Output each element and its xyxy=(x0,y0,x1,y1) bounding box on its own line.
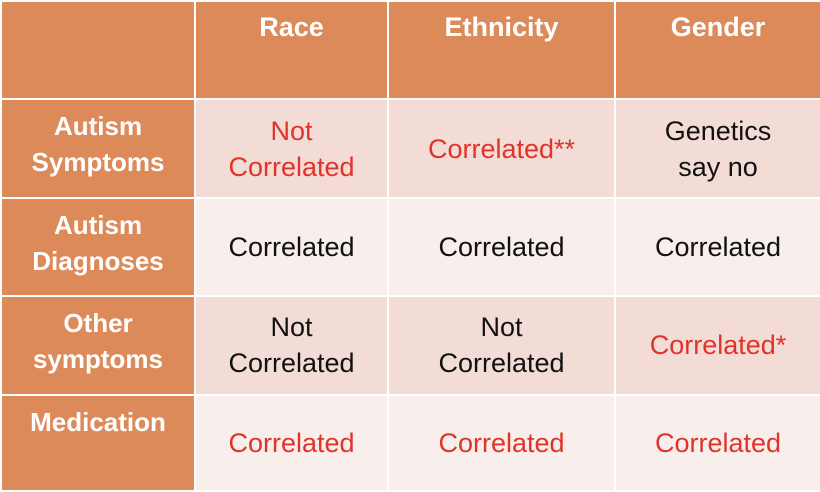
row-header-line: symptoms xyxy=(32,344,164,375)
cell-race: Correlated xyxy=(194,196,389,298)
table-row-autism-diagnoses: Autism Diagnoses Correlated Correlated C… xyxy=(0,196,820,298)
cell-ethnicity: Correlated xyxy=(387,393,616,492)
cell-line: Correlated xyxy=(228,427,355,458)
cell-ethnicity: Correlated** xyxy=(387,98,616,199)
column-header-ethnicity: Ethnicity xyxy=(387,0,616,101)
row-header-line: Medication xyxy=(30,406,166,437)
cell-line: Correlated xyxy=(228,231,355,262)
cell-line: Not xyxy=(270,312,313,343)
table-row-other-symptoms: Other symptoms Not Correlated Not Correl… xyxy=(0,295,820,396)
table-row-autism-symptoms: Autism Symptoms Not Correlated Correlate… xyxy=(0,98,820,199)
cell-line: Correlated* xyxy=(649,330,787,361)
column-header-gender: Gender xyxy=(614,0,820,101)
cell-line: Correlated xyxy=(438,427,565,458)
cell-race: Correlated xyxy=(194,393,389,492)
cell-line: Not xyxy=(270,115,313,146)
cell-gender: Correlated xyxy=(614,196,820,298)
row-header-line: Diagnoses xyxy=(32,245,164,276)
cell-ethnicity: Not Correlated xyxy=(387,295,616,396)
cell-gender: Correlated xyxy=(614,393,820,492)
table-row-medication: Medication Correlated Correlated Correla… xyxy=(0,393,820,492)
cell-line: Not xyxy=(480,312,523,343)
cell-line: Correlated xyxy=(654,427,782,458)
cell-line: Correlated xyxy=(438,231,565,262)
cell-line: Genetics xyxy=(664,115,772,146)
row-header-line: Other xyxy=(63,308,133,339)
cell-gender: Genetics say no xyxy=(614,98,820,199)
row-header-autism-diagnoses: Autism Diagnoses xyxy=(0,196,196,298)
cell-line: Correlated xyxy=(228,151,355,182)
row-header-line: Symptoms xyxy=(31,147,165,178)
row-header-autism-symptoms: Autism Symptoms xyxy=(0,98,196,199)
cell-line: Correlated xyxy=(228,348,355,379)
cell-ethnicity: Correlated xyxy=(387,196,616,298)
row-header-line: Autism xyxy=(53,111,143,142)
header-row: Race Ethnicity Gender xyxy=(0,0,820,101)
cell-race: Not Correlated xyxy=(194,295,389,396)
row-header-line: Autism xyxy=(53,209,143,240)
row-header-other-symptoms: Other symptoms xyxy=(0,295,196,396)
cell-gender: Correlated* xyxy=(614,295,820,396)
cell-line: say no xyxy=(678,151,758,182)
cell-race: Not Correlated xyxy=(194,98,389,199)
row-header-medication: Medication xyxy=(0,393,196,492)
cell-line: Correlated** xyxy=(427,133,576,164)
cell-line: Correlated xyxy=(654,231,782,262)
corner-cell xyxy=(0,0,196,101)
column-header-race: Race xyxy=(194,0,389,101)
cell-line: Correlated xyxy=(438,348,565,379)
